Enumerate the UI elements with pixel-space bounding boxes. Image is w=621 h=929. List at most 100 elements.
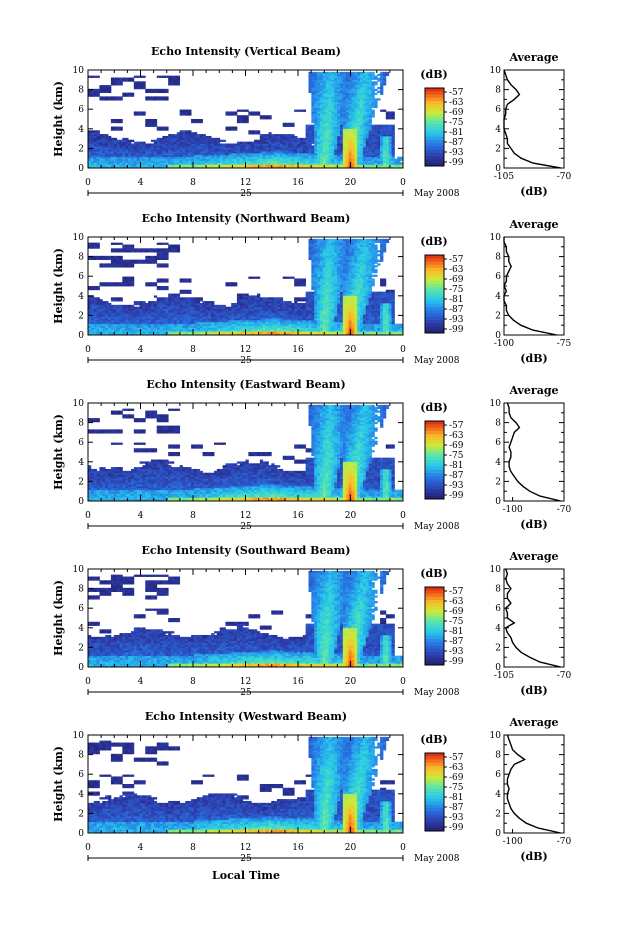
heatmap-cell bbox=[179, 109, 183, 112]
colorbar-swatch bbox=[425, 123, 444, 128]
heatmap-cell bbox=[173, 145, 178, 148]
heatmap-cell bbox=[308, 291, 312, 294]
heatmap-cell bbox=[96, 90, 100, 94]
heatmap-cell bbox=[288, 134, 292, 137]
heatmap-cell bbox=[162, 160, 166, 163]
heatmap-cell bbox=[156, 143, 160, 146]
heatmap-cell bbox=[136, 259, 140, 262]
heatmap-cell bbox=[156, 98, 160, 101]
heatmap-cell bbox=[128, 276, 132, 279]
colorbar-tick-label: -81 bbox=[449, 128, 464, 138]
heatmap-cell bbox=[116, 160, 120, 163]
heatmap-cell bbox=[122, 141, 126, 144]
heatmap-cell bbox=[196, 137, 201, 141]
heatmap-cell bbox=[119, 143, 123, 146]
heatmap-cell bbox=[222, 139, 226, 143]
heatmap-cell bbox=[93, 166, 97, 169]
heatmap-cell bbox=[133, 164, 138, 167]
heatmap-cell bbox=[242, 109, 246, 112]
heatmap-cell bbox=[251, 141, 255, 144]
heatmap-cell bbox=[93, 156, 97, 159]
heatmap-cell bbox=[136, 149, 140, 152]
heatmap-cell bbox=[171, 147, 175, 150]
heatmap-cell bbox=[188, 130, 192, 133]
heatmap-cell bbox=[211, 158, 215, 161]
heatmap-cell bbox=[139, 86, 143, 90]
heatmap-cell bbox=[219, 147, 223, 150]
heatmap-cell bbox=[88, 75, 92, 78]
heatmap-cell bbox=[130, 162, 135, 165]
heatmap-cell bbox=[216, 151, 221, 154]
heatmap-cell bbox=[256, 130, 261, 133]
heatmap-cell bbox=[208, 145, 212, 148]
heatmap-cell bbox=[119, 160, 123, 163]
heatmap-cell bbox=[153, 282, 158, 285]
heatmap-cell bbox=[116, 126, 120, 129]
heatmap-cell bbox=[234, 302, 238, 306]
heatmap-cell bbox=[199, 160, 203, 163]
heatmap-cell bbox=[139, 301, 143, 304]
heatmap-cell bbox=[199, 151, 203, 154]
heatmap-cell bbox=[102, 147, 106, 150]
heatmap-cell bbox=[110, 242, 115, 245]
heatmap-cell bbox=[182, 149, 186, 152]
heatmap-cell bbox=[193, 154, 198, 158]
heatmap-cell bbox=[110, 145, 115, 148]
heatmap-cell bbox=[139, 113, 143, 116]
heatmap-cell bbox=[231, 111, 235, 114]
heatmap-cell bbox=[99, 141, 103, 144]
heatmap-cell bbox=[371, 124, 375, 127]
heatmap-cell bbox=[182, 158, 186, 161]
heatmap-cell bbox=[168, 147, 172, 150]
heatmap-cell bbox=[156, 263, 160, 266]
heatmap-cell bbox=[113, 255, 118, 259]
x-tick-label: 16 bbox=[292, 178, 304, 188]
heatmap-cell bbox=[162, 145, 166, 148]
heatmap-cell bbox=[171, 154, 175, 158]
heatmap-cell bbox=[222, 166, 226, 169]
heatmap-cell bbox=[108, 158, 112, 161]
heatmap-cell bbox=[110, 79, 115, 82]
heatmap-cell bbox=[165, 96, 169, 99]
heatmap-cell bbox=[193, 120, 198, 124]
heatmap-cell bbox=[151, 145, 155, 148]
heatmap-cell bbox=[176, 141, 181, 144]
heatmap-cell bbox=[151, 149, 155, 152]
heatmap-cell bbox=[156, 139, 160, 143]
heatmap-cell bbox=[216, 141, 221, 144]
heatmap-cell bbox=[151, 147, 155, 150]
heatmap-cell bbox=[236, 293, 241, 296]
heatmap-cell bbox=[110, 139, 115, 143]
heatmap-cell bbox=[133, 158, 138, 161]
heatmap-cell bbox=[176, 293, 181, 296]
heatmap-cell bbox=[202, 137, 206, 141]
heatmap-cell bbox=[130, 160, 135, 163]
heatmap-cell bbox=[90, 152, 95, 156]
heatmap-cell bbox=[88, 166, 92, 169]
heatmap-cell bbox=[128, 160, 132, 163]
heatmap-cell bbox=[173, 158, 178, 161]
heatmap-cell bbox=[259, 297, 264, 300]
heatmap-cell bbox=[196, 120, 201, 124]
avg-y-tick-label: 4 bbox=[495, 125, 501, 135]
heatmap-cell bbox=[171, 83, 175, 86]
heatmap-cell bbox=[108, 98, 112, 101]
heatmap-cell bbox=[342, 71, 347, 75]
heatmap-cell bbox=[173, 143, 178, 146]
heatmap-cell bbox=[136, 151, 140, 154]
heatmap-cell bbox=[116, 158, 120, 161]
heatmap-cell bbox=[136, 143, 140, 146]
heatmap-cell bbox=[88, 94, 92, 97]
heatmap-cell bbox=[216, 154, 221, 158]
heatmap-cell bbox=[133, 111, 138, 114]
heatmap-cell bbox=[205, 143, 209, 146]
heatmap-cell bbox=[391, 124, 395, 127]
colorbar-swatch bbox=[425, 88, 444, 92]
heatmap-cell bbox=[176, 134, 181, 137]
heatmap-cell bbox=[294, 135, 298, 139]
heatmap-cell bbox=[202, 152, 206, 156]
heatmap-cell bbox=[205, 141, 209, 144]
heatmap-cell bbox=[297, 109, 301, 112]
colorbar-swatch bbox=[425, 97, 444, 102]
heatmap-cell bbox=[156, 96, 160, 99]
